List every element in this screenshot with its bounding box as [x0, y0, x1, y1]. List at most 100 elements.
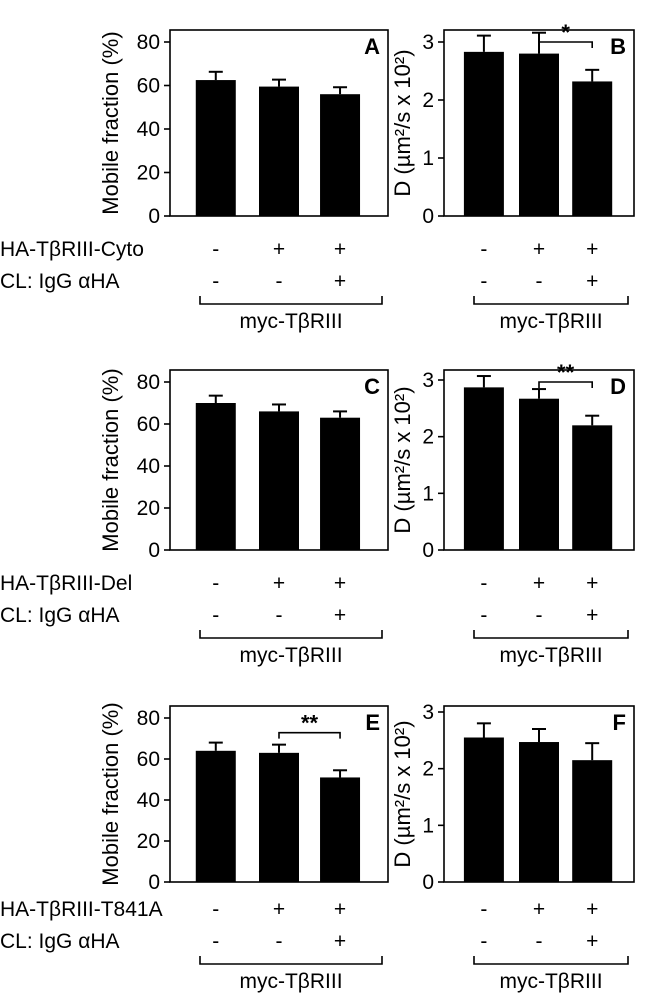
panel-f-bar	[463, 737, 504, 882]
panel-e-letter: E	[365, 710, 380, 735]
row-3-group-bracket	[473, 956, 629, 965]
panel-c-ytick-label: 40	[137, 455, 160, 478]
row-3-condition2: CL: IgG αHA	[0, 930, 120, 953]
row-2-condition1: HA-TβRIII-Del	[0, 572, 132, 595]
panel-a-bar	[320, 94, 361, 216]
row-1-sign2: -	[536, 270, 543, 293]
panel-b-ytick-label: 0	[422, 205, 434, 228]
panel-f-letter: F	[613, 710, 626, 735]
row-3-sign2: -	[276, 930, 283, 953]
panel-c-letter: C	[364, 374, 380, 399]
row-1-sign2: -	[212, 270, 219, 293]
row-2-sign2: -	[212, 604, 219, 627]
panel-d-ytick-label: 2	[422, 426, 434, 449]
panel-c-ytick-label: 80	[137, 371, 160, 394]
panel-e-bar	[320, 777, 361, 882]
row-3-sign1: -	[480, 898, 487, 921]
row-1-sign1: +	[273, 238, 285, 261]
row-3-sign2: -	[536, 930, 543, 953]
panel-b-ytick-label: 2	[422, 89, 434, 112]
panel-a-ytick-label: 40	[137, 118, 160, 141]
row-2-sign2: -	[480, 604, 487, 627]
row-1-sign1: +	[334, 238, 346, 261]
row-2-sign2: +	[586, 604, 598, 627]
row-1-sign1: +	[586, 238, 598, 261]
panel-f-ytick-label: 0	[422, 871, 434, 894]
panel-a-ytick-label: 0	[148, 205, 160, 228]
panel-d-letter: D	[610, 374, 626, 399]
row-1-condition2: CL: IgG αHA	[0, 270, 120, 293]
row-1-group-bracket	[199, 296, 383, 305]
row-1-sign2: +	[334, 270, 346, 293]
panel-c-bar	[259, 411, 299, 550]
row-3-sign2: -	[212, 930, 219, 953]
row-1-sign1: +	[533, 238, 545, 261]
panel-d-sig-label: **	[557, 360, 575, 385]
row-1-sign2: -	[480, 270, 487, 293]
panel-c-ylabel: Mobile fraction (%)	[98, 368, 123, 551]
row-3-sign1: -	[212, 898, 219, 921]
row-2-group-label: myc-TβRIII	[239, 644, 342, 667]
row-2-sign2: -	[536, 604, 543, 627]
row-3-sign2: +	[586, 930, 598, 953]
panel-c-bar	[195, 403, 236, 550]
panel-f-bar	[519, 742, 559, 882]
panel-d-bar	[463, 387, 504, 550]
row-3-sign1: +	[273, 898, 285, 921]
panel-b-bar	[519, 53, 559, 216]
row-1-sign1: -	[480, 238, 487, 261]
panel-d-ylabel: D (µm²/s x 10²)	[390, 386, 415, 533]
panel-f-ytick-label: 3	[422, 701, 434, 724]
panel-d-sig-bracket	[538, 381, 593, 388]
row-2-sign1: +	[273, 572, 285, 595]
panel-b-ylabel: D (µm²/s x 10²)	[390, 49, 415, 196]
panel-f-ytick-label: 1	[422, 814, 434, 837]
panel-f-bar	[572, 760, 613, 882]
panel-b-letter: B	[610, 34, 626, 59]
panel-e-ytick-label: 20	[137, 830, 160, 853]
row-3-sign1: +	[334, 898, 346, 921]
row-2-sign2: +	[334, 604, 346, 627]
row-1-group-bracket	[473, 296, 629, 305]
panel-f-ylabel: D (µm²/s x 10²)	[390, 720, 415, 867]
row-1-group-label: myc-TβRIII	[239, 310, 342, 333]
panel-a-ytick-label: 20	[137, 162, 160, 185]
panel-e-ytick-label: 40	[137, 789, 160, 812]
row-2-sign1: +	[334, 572, 346, 595]
row-3-sign1: +	[586, 898, 598, 921]
row-3-condition1: HA-TβRIII-T841A	[0, 898, 163, 921]
panel-b-sig-label: *	[561, 20, 570, 45]
panel-a-bar	[259, 86, 299, 217]
panel-e-sig-label: **	[301, 711, 319, 736]
row-2-sign1: -	[212, 572, 219, 595]
panel-a-ytick-label: 60	[137, 75, 160, 98]
panel-c-ytick-label: 60	[137, 413, 160, 436]
panel-b-sig-bracket	[538, 41, 593, 48]
row-1-sign2: -	[276, 270, 283, 293]
panel-d-ytick-label: 1	[422, 482, 434, 505]
row-1-sign1: -	[212, 238, 219, 261]
panel-b-ytick-label: 1	[422, 147, 434, 170]
panel-a-bar	[195, 80, 236, 216]
row-1-sign2: +	[586, 270, 598, 293]
row-2-group-label: myc-TβRIII	[499, 644, 602, 667]
panel-e-ytick-label: 80	[137, 707, 160, 730]
panel-a-ytick-label: 80	[137, 31, 160, 54]
panel-f-ytick-label: 2	[422, 758, 434, 781]
panel-b-bar	[572, 81, 613, 216]
row-2-group-bracket	[199, 630, 383, 639]
panel-a-ylabel: Mobile fraction (%)	[98, 31, 123, 214]
row-3-sign2: +	[334, 930, 346, 953]
panel-d-ytick-label: 0	[422, 539, 434, 562]
row-1-group-label: myc-TβRIII	[499, 310, 602, 333]
row-2-group-bracket	[473, 630, 629, 639]
panel-c-bar	[320, 417, 361, 550]
row-2-sign1: -	[480, 572, 487, 595]
row-3-group-label: myc-TβRIII	[239, 970, 342, 993]
row-2-sign1: +	[586, 572, 598, 595]
panel-d-bar	[519, 398, 559, 550]
panel-c-ytick-label: 0	[148, 539, 160, 562]
row-1-condition1: HA-TβRIII-Cyto	[0, 238, 144, 261]
panel-e-ylabel: Mobile fraction (%)	[98, 702, 123, 885]
